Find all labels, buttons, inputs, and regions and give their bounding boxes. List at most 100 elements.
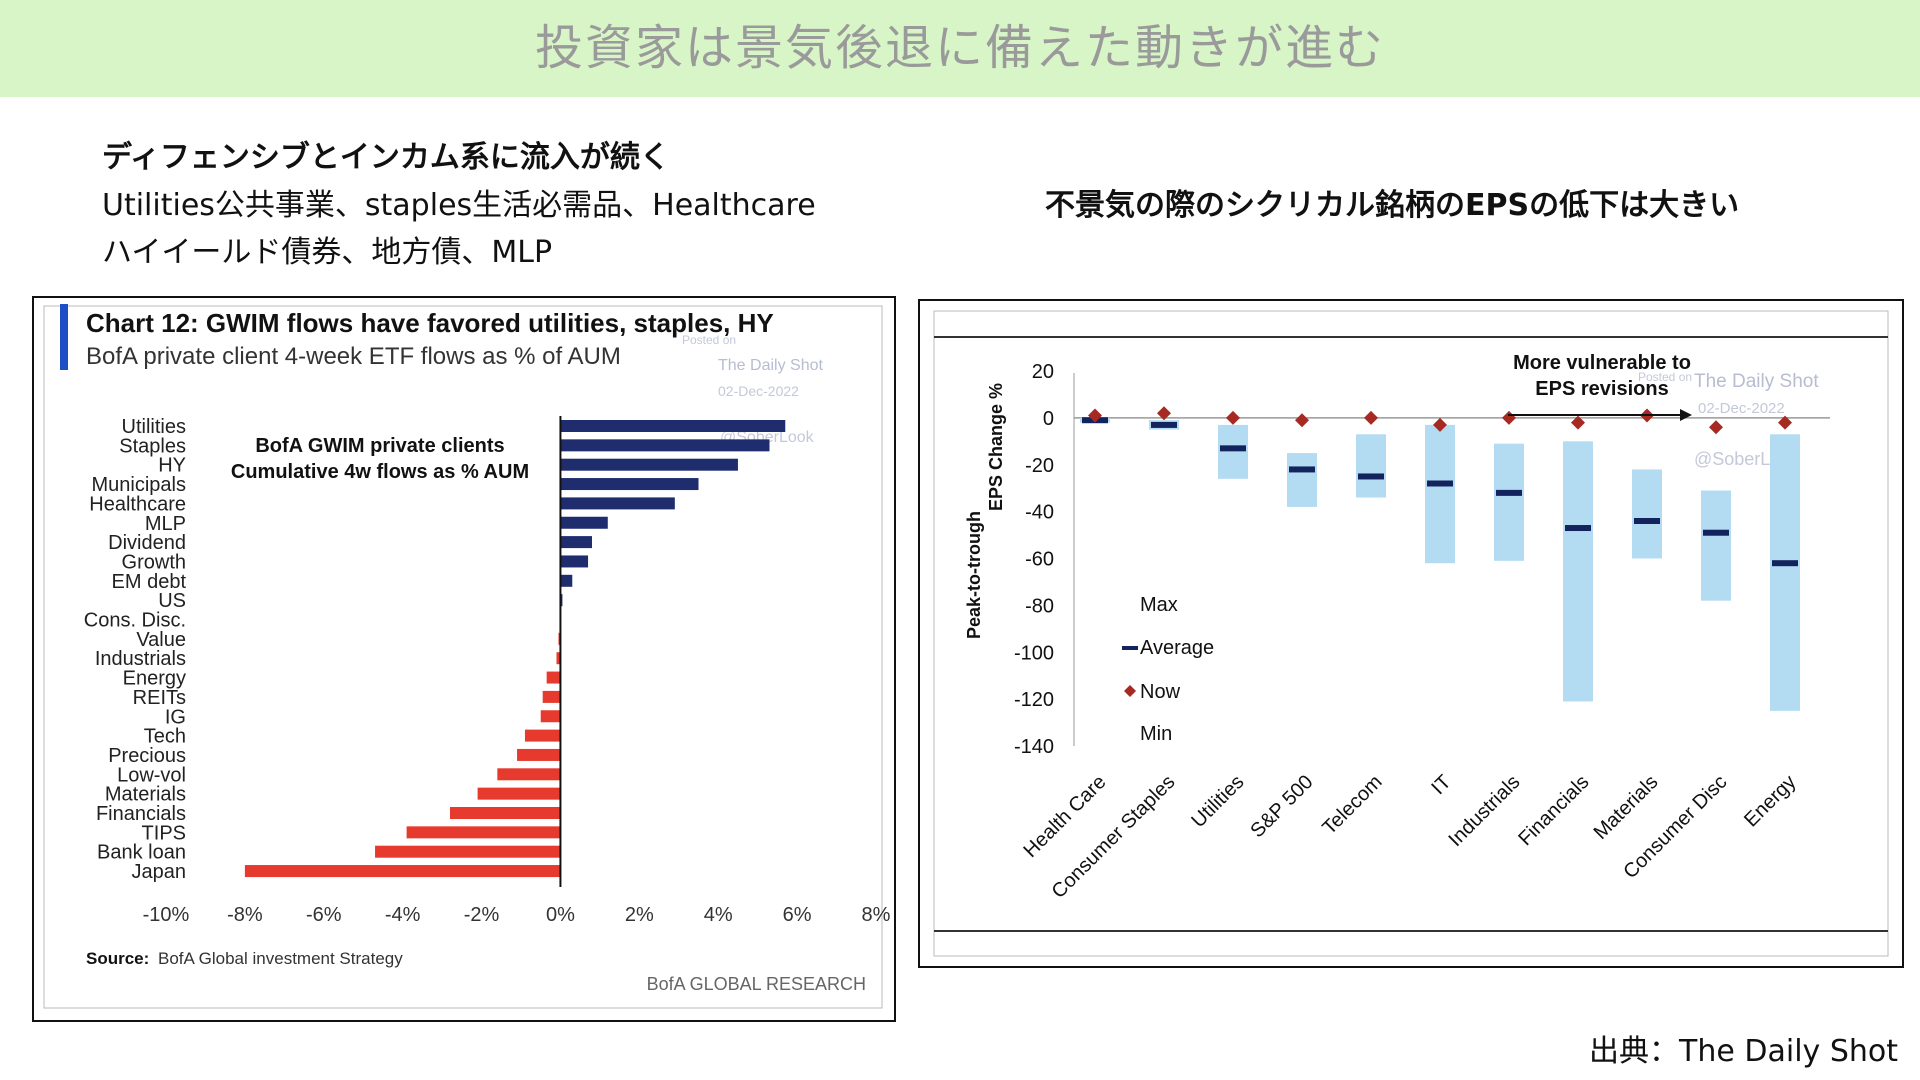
range-bar-industrials (1494, 443, 1524, 561)
range-bar-s-p-500 (1287, 453, 1317, 507)
chart-frame (43, 305, 883, 1009)
watermark-site: The Daily Shot (718, 357, 823, 374)
legend-now-marker (1124, 685, 1136, 697)
now-marker-s-p-500 (1295, 413, 1309, 428)
category-label: Staples (119, 435, 186, 457)
category-label: TIPS (142, 822, 186, 844)
x-category-label: Materials (1590, 771, 1663, 844)
range-bar-utilities (1218, 424, 1248, 479)
legend: Max Average Now Min (1122, 594, 1214, 745)
left-line-2: ハイイールド債券、地方債、MLP (102, 235, 553, 270)
source-text: BofA Global investment Strategy (158, 949, 403, 968)
bar-tech (524, 729, 561, 742)
bar-low-vol (497, 768, 561, 781)
watermark-date: 02-Dec-2022 (718, 383, 799, 399)
chart-annotation: More vulnerable to EPS revisions (1513, 352, 1691, 400)
category-label: Healthcare (89, 493, 186, 515)
average-marker-consumer-staples (1151, 421, 1177, 428)
bar-bank-loan (375, 845, 561, 858)
x-tick-label: 2% (625, 904, 654, 926)
category-label: Japan (132, 861, 187, 883)
y-tick-label: -140 (1014, 736, 1054, 758)
y-tick-label: 0 (1043, 408, 1054, 430)
x-category-label: IT (1427, 771, 1455, 799)
x-tick-label: 6% (783, 904, 812, 926)
watermark-posted: Posted on (1638, 370, 1692, 384)
category-label: EM debt (112, 571, 187, 593)
category-label: Utilities (122, 416, 186, 438)
right-heading: 不景気の際のシクリカル銘柄のEPSの低下は大きい (1045, 188, 1740, 223)
range-bar-telecom (1356, 434, 1386, 498)
legend-max: Max (1140, 594, 1178, 616)
x-category-label: Financials (1514, 771, 1593, 850)
chart-annotation: BofA GWIM private clients Cumulative 4w f… (231, 435, 529, 483)
category-label: Bank loan (97, 842, 186, 864)
average-marker-materials (1634, 518, 1660, 524)
bar-tips (406, 826, 561, 839)
eps-change-chart-panel: Posted on The Daily Shot 02-Dec-2022 @So… (918, 299, 1904, 968)
header-banner: 投資家は景気後退に備えた動きが進む (0, 0, 1920, 97)
bar-industrials (556, 652, 561, 665)
y-tick-label: -20 (1025, 455, 1054, 477)
bar-precious (517, 748, 561, 761)
x-category-label: Industrials (1445, 771, 1525, 851)
y-tick-label: -120 (1014, 689, 1054, 711)
category-label: MLP (145, 513, 186, 535)
bar-utilities (560, 420, 786, 432)
bar-growth (560, 555, 589, 568)
source-label: Source: (86, 949, 149, 968)
footer-source: 出典：The Daily Shot (1589, 1034, 1898, 1069)
range-bar-it (1425, 424, 1455, 564)
y-tick-label: 20 (1032, 361, 1054, 383)
bar-ig (540, 710, 561, 723)
category-label: HY (158, 455, 186, 477)
bar-reits (542, 690, 561, 703)
category-label: Cons. Disc. (84, 610, 186, 632)
legend-now: Now (1140, 681, 1181, 703)
x-category-label: Utilities (1187, 771, 1248, 832)
x-tick-label: 8% (862, 904, 891, 926)
x-tick-label: -6% (306, 904, 342, 926)
bar-healthcare (560, 497, 675, 510)
bar-energy (546, 671, 561, 684)
average-marker-it (1427, 480, 1453, 487)
now-marker-health-care (1088, 408, 1102, 423)
category-label: Municipals (92, 474, 186, 496)
y-tick-label: -80 (1025, 595, 1054, 617)
x-tick-label: -10% (143, 904, 190, 926)
category-label: Materials (105, 784, 186, 806)
category-label: Value (136, 629, 186, 651)
left-heading: ディフェンシブとインカム系に流入が続く (102, 140, 670, 175)
range-bar-financials (1563, 441, 1593, 702)
y-axis-label: Peak-to-troughEPS Change % (964, 383, 1006, 639)
category-label: Growth (122, 551, 186, 573)
bar-em-debt (560, 574, 573, 587)
average-marker-telecom (1358, 473, 1384, 480)
now-marker-telecom (1364, 410, 1378, 425)
page-title: 投資家は景気後退に備えた動きが進む (534, 20, 1385, 76)
now-marker-industrials (1502, 410, 1516, 425)
bar-municipals (560, 478, 699, 491)
category-label: Low-vol (117, 764, 186, 786)
category-label: Dividend (108, 532, 186, 554)
x-tick-label: 4% (704, 904, 733, 926)
y-tick-label: -100 (1014, 642, 1054, 664)
chart-title: Chart 12: GWIM flows have favored utilit… (86, 308, 774, 338)
average-marker-energy (1772, 560, 1798, 567)
eps-change-chart: Posted on The Daily Shot 02-Dec-2022 @So… (933, 310, 1889, 957)
y-tick-label: -40 (1025, 502, 1054, 524)
range-bar-consumer-disc (1701, 490, 1731, 601)
category-label: Energy (123, 668, 186, 690)
now-marker-utilities (1226, 410, 1240, 425)
now-marker-consumer-disc (1709, 420, 1723, 435)
average-marker-utilities (1220, 445, 1246, 452)
watermark-date: 02-Dec-2022 (1698, 400, 1785, 417)
now-marker-energy (1778, 415, 1792, 430)
bar-japan (244, 865, 561, 878)
watermark-site: The Daily Shot (1694, 371, 1819, 392)
category-label: Industrials (95, 648, 186, 670)
x-tick-label: -8% (227, 904, 263, 926)
chart-subtitle: BofA private client 4-week ETF flows as … (86, 343, 621, 370)
brand-label: BofA GLOBAL RESEARCH (647, 974, 866, 994)
bar-hy (560, 458, 738, 471)
